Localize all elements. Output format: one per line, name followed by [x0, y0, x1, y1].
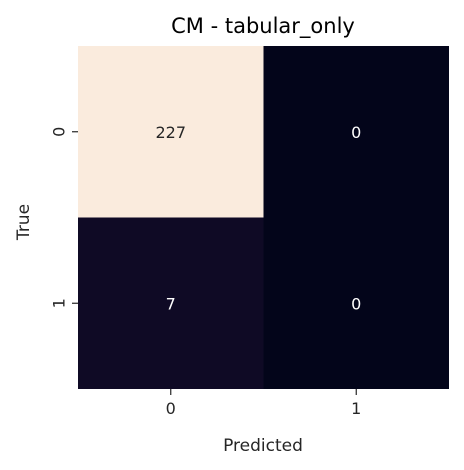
y-tick-label-1: 1	[50, 298, 69, 308]
heatmap-cell-0-0	[78, 46, 264, 218]
y-axis: 01	[50, 127, 78, 308]
cell-value-label-1-0: 7	[166, 294, 176, 313]
cell-value-label-1-1: 0	[351, 294, 361, 313]
x-tick-label-1: 1	[351, 399, 361, 418]
x-axis-label: Predicted	[223, 436, 303, 456]
heatmap-cell-0-1	[263, 46, 449, 218]
x-tick-label-0: 0	[166, 399, 176, 418]
y-axis-label: True	[14, 204, 34, 241]
heatmap-cell-1-1	[263, 217, 449, 389]
heatmap-cells: 227 0 7 0	[78, 46, 449, 389]
heatmap-cell-1-0	[78, 217, 264, 389]
chart-title: CM - tabular_only	[171, 14, 355, 39]
cell-value-label-0-0: 227	[155, 123, 186, 142]
cell-value-label-0-1: 0	[351, 123, 361, 142]
y-tick-label-0: 0	[50, 127, 69, 137]
